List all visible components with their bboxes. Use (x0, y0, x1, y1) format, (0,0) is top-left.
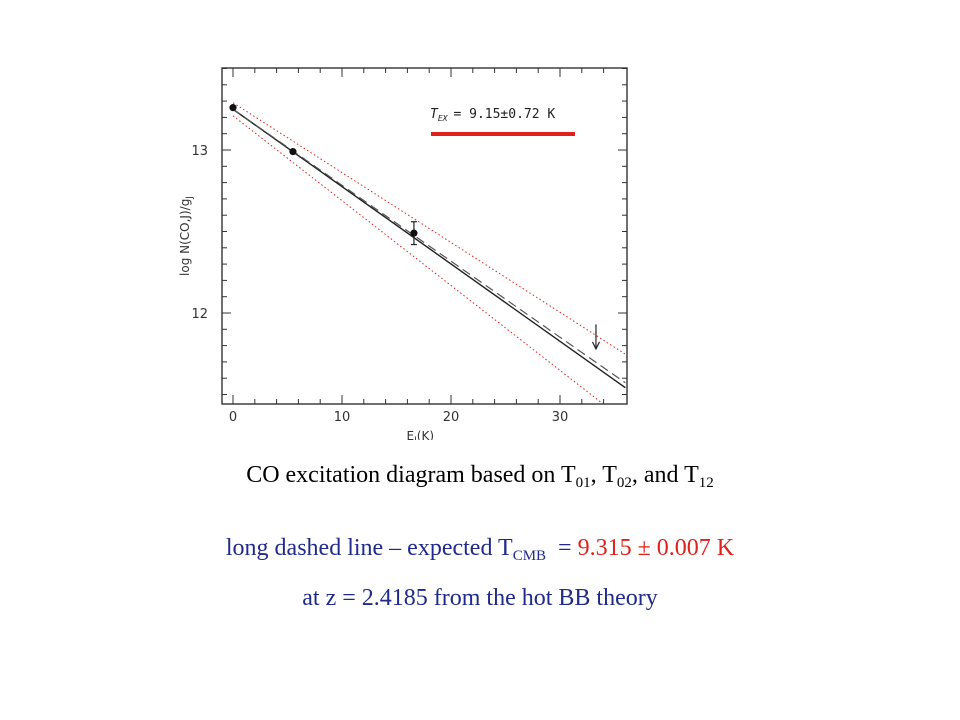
tex-label: TEX = 9.15±0.72 K (430, 107, 555, 123)
y-tick-label-12: 12 (191, 307, 208, 322)
tex-highlight-bar (431, 132, 575, 136)
x-tick-label-0: 0 (229, 410, 237, 425)
data-points (229, 104, 418, 246)
x-tick-label-20: 20 (443, 410, 460, 425)
tex-annotation: TEX = 9.15±0.72 K (430, 107, 575, 136)
data-point-2 (410, 229, 418, 237)
plot-axes (221, 67, 628, 405)
y-tick-label-13: 13 (191, 144, 208, 159)
fit-lines (232, 102, 626, 404)
tcmb-value: 9.315 ± 0.007 K (577, 535, 735, 561)
x-tick-label-10: 10 (334, 410, 351, 425)
data-point-1 (289, 148, 297, 156)
fit-line-dotted-2 (232, 102, 626, 355)
tick-labels: 0 10 20 30 12 13 EJ(K) log N(CO,J)/gJ (178, 144, 568, 440)
upper-limit-arrowhead (591, 341, 601, 351)
fit-line-solid-0 (232, 108, 626, 389)
x-axis-label: EJ(K) (407, 429, 434, 440)
excitation-plot: 0 10 20 30 12 13 EJ(K) log N(CO,J)/gJ TEX= 9.15… (178, 67, 628, 440)
plot-frame (221, 67, 628, 405)
data-point-0 (229, 104, 237, 112)
expected-tcmb-note: long dashed line – expected TCMB = 9.315… (225, 535, 735, 564)
fit-line-dotted-3 (232, 115, 604, 404)
y-axis-label: log N(CO,J)/gJ (178, 196, 195, 276)
figure-caption: CO excitation diagram based on T01, T02,… (246, 462, 714, 491)
x-tick-label-30: 30 (552, 410, 569, 425)
redshift-note: at z = 2.4185 from the hot BB theory (302, 585, 658, 611)
fit-line-dashed-1 (232, 108, 626, 384)
